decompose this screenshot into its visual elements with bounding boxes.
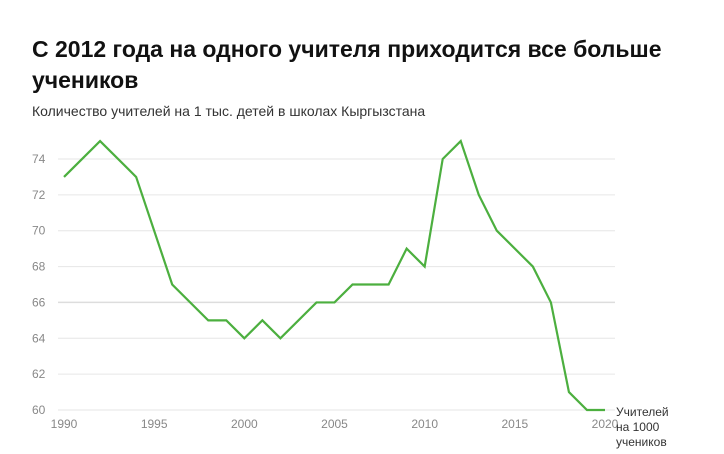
x-tick-label: 2010 bbox=[411, 417, 438, 431]
x-tick-label: 1990 bbox=[51, 417, 78, 431]
y-tick-label: 70 bbox=[32, 224, 46, 238]
series-label: учеников bbox=[616, 435, 667, 449]
series-line bbox=[63, 139, 605, 412]
y-tick-label: 72 bbox=[32, 188, 46, 202]
series-label: Учителей bbox=[616, 405, 669, 419]
series-label: на 1000 bbox=[616, 420, 660, 434]
x-tick-label: 2020 bbox=[592, 417, 619, 431]
x-tick-label: 2000 bbox=[231, 417, 258, 431]
y-tick-label: 68 bbox=[32, 260, 46, 274]
y-tick-label: 74 bbox=[32, 152, 46, 166]
y-tick-label: 64 bbox=[32, 331, 46, 345]
chart-title: С 2012 года на одного учителя приходится… bbox=[32, 36, 662, 93]
x-tick-label: 2005 bbox=[321, 417, 348, 431]
chart-subtitle: Количество учителей на 1 тыс. детей в шк… bbox=[32, 103, 426, 119]
y-tick-label: 62 bbox=[32, 367, 46, 381]
x-tick-label: 1995 bbox=[141, 417, 168, 431]
y-tick-label: 66 bbox=[32, 295, 46, 309]
x-tick-label: 2015 bbox=[501, 417, 528, 431]
y-tick-label: 60 bbox=[32, 403, 46, 417]
